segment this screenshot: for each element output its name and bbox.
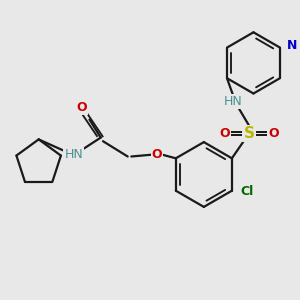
Text: O: O [76,101,87,114]
Text: O: O [219,127,230,140]
Text: N: N [287,39,297,52]
Text: HN: HN [224,95,243,108]
Text: Cl: Cl [240,185,253,198]
Text: O: O [152,148,162,161]
Text: S: S [244,126,254,141]
Text: O: O [268,127,279,140]
Text: HN: HN [64,148,83,161]
